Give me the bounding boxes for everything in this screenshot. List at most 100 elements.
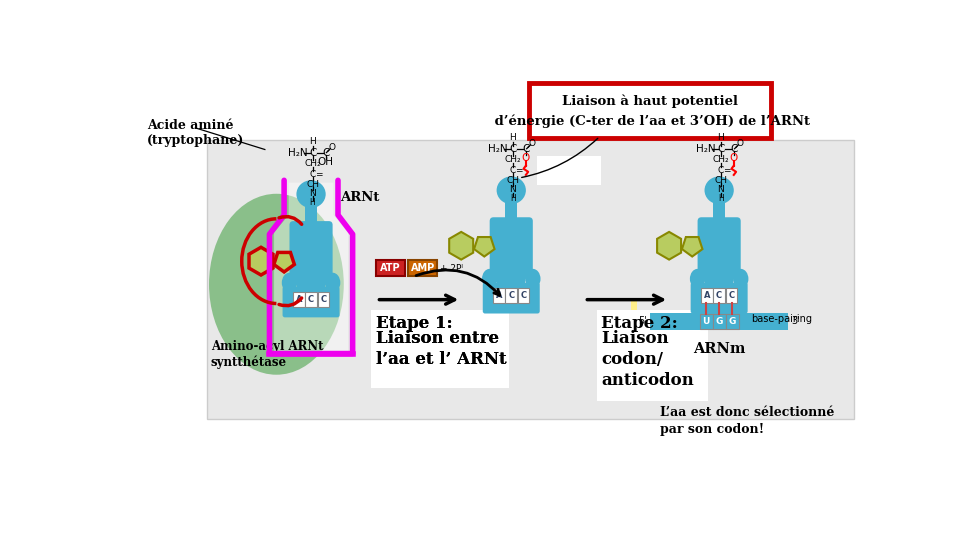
Text: =: = xyxy=(315,170,323,179)
FancyBboxPatch shape xyxy=(517,288,529,303)
Text: A: A xyxy=(296,295,302,304)
FancyBboxPatch shape xyxy=(293,292,304,307)
Text: C: C xyxy=(508,291,515,300)
FancyBboxPatch shape xyxy=(318,292,329,307)
Text: C: C xyxy=(309,170,316,179)
Text: N: N xyxy=(510,185,516,194)
Text: H: H xyxy=(309,137,316,146)
Polygon shape xyxy=(298,275,324,292)
FancyBboxPatch shape xyxy=(408,260,438,276)
Text: G: G xyxy=(715,316,723,326)
Text: =: = xyxy=(723,166,731,175)
Text: O: O xyxy=(529,139,536,148)
FancyBboxPatch shape xyxy=(493,288,505,303)
Polygon shape xyxy=(275,183,348,351)
Ellipse shape xyxy=(705,177,733,204)
Polygon shape xyxy=(449,232,473,260)
FancyBboxPatch shape xyxy=(690,283,748,314)
FancyBboxPatch shape xyxy=(726,288,737,303)
Polygon shape xyxy=(497,271,525,288)
Polygon shape xyxy=(657,232,681,260)
Ellipse shape xyxy=(209,194,344,375)
Polygon shape xyxy=(305,202,317,225)
Polygon shape xyxy=(274,252,295,272)
Text: C: C xyxy=(522,144,530,154)
FancyBboxPatch shape xyxy=(712,314,726,328)
FancyBboxPatch shape xyxy=(631,300,636,361)
FancyBboxPatch shape xyxy=(490,217,533,279)
Text: N: N xyxy=(717,185,724,194)
Text: C: C xyxy=(510,166,516,175)
Text: + 2Pᴵ: + 2Pᴵ xyxy=(441,264,464,273)
Text: L’aa est donc sélectionné
par son codon!: L’aa est donc sélectionné par son codon! xyxy=(660,406,834,436)
FancyBboxPatch shape xyxy=(726,314,739,328)
Text: Liaison entre
l’aa et l’ ARNt: Liaison entre l’aa et l’ ARNt xyxy=(376,330,507,368)
Text: Acide aminé
(tryptophane): Acide aminé (tryptophane) xyxy=(147,119,245,147)
Ellipse shape xyxy=(282,273,298,293)
Ellipse shape xyxy=(496,177,526,204)
Polygon shape xyxy=(505,198,517,221)
Polygon shape xyxy=(713,198,726,221)
Text: C: C xyxy=(322,147,329,158)
Text: =: = xyxy=(516,166,522,175)
FancyBboxPatch shape xyxy=(372,309,509,388)
Text: Liaison
codon/
anticodon: Liaison codon/ anticodon xyxy=(601,330,694,389)
FancyBboxPatch shape xyxy=(538,157,601,185)
Text: Liaison à haut potentiel
 d’énergie (C-ter de l’aa et 3’OH) de l’ARNt: Liaison à haut potentiel d’énergie (C-te… xyxy=(490,94,810,127)
Text: U: U xyxy=(703,316,709,326)
Text: H: H xyxy=(718,194,724,203)
FancyBboxPatch shape xyxy=(506,288,517,303)
Text: CH₂: CH₂ xyxy=(304,159,321,168)
Text: ARNm: ARNm xyxy=(693,342,745,356)
FancyBboxPatch shape xyxy=(597,309,708,401)
Text: CH₂: CH₂ xyxy=(712,155,729,164)
Text: A: A xyxy=(704,291,710,300)
FancyBboxPatch shape xyxy=(698,217,741,279)
Text: OH: OH xyxy=(318,157,334,167)
Text: C: C xyxy=(716,291,722,300)
Ellipse shape xyxy=(690,269,706,289)
Polygon shape xyxy=(706,271,733,288)
Text: N: N xyxy=(309,189,316,198)
FancyBboxPatch shape xyxy=(305,292,317,307)
Text: ATP: ATP xyxy=(380,263,400,273)
Ellipse shape xyxy=(525,269,540,289)
Text: CH: CH xyxy=(506,176,519,185)
Text: CH: CH xyxy=(714,176,727,185)
FancyBboxPatch shape xyxy=(375,260,405,276)
Text: 5': 5' xyxy=(638,316,647,326)
Text: C: C xyxy=(731,144,737,154)
Text: G: G xyxy=(729,316,736,326)
Ellipse shape xyxy=(482,269,497,289)
Text: H: H xyxy=(510,133,516,143)
Text: Liaison entre
l’aa et l’ ARNt: Liaison entre l’aa et l’ ARNt xyxy=(376,330,507,368)
Text: C: C xyxy=(729,291,734,300)
Ellipse shape xyxy=(324,273,340,293)
Text: ARNt: ARNt xyxy=(340,191,380,204)
Text: C: C xyxy=(520,291,527,300)
Text: base-pairing: base-pairing xyxy=(752,314,812,324)
Ellipse shape xyxy=(733,269,749,289)
Text: O: O xyxy=(521,153,530,163)
Text: H: H xyxy=(310,198,316,207)
Text: H₂N: H₂N xyxy=(288,147,308,158)
Text: C: C xyxy=(321,295,326,304)
FancyBboxPatch shape xyxy=(290,221,332,283)
Polygon shape xyxy=(474,237,494,256)
FancyBboxPatch shape xyxy=(700,314,712,328)
Text: C: C xyxy=(308,295,314,304)
Text: AMP: AMP xyxy=(411,263,435,273)
Polygon shape xyxy=(249,247,273,275)
FancyBboxPatch shape xyxy=(483,283,540,314)
Text: Etape 1:: Etape 1: xyxy=(376,315,453,332)
Text: Etape 2:: Etape 2: xyxy=(601,315,678,332)
Text: H₂N: H₂N xyxy=(696,144,716,154)
Text: C: C xyxy=(509,144,516,154)
Text: C: C xyxy=(309,147,316,158)
FancyBboxPatch shape xyxy=(701,288,712,303)
Text: C: C xyxy=(717,144,725,154)
Ellipse shape xyxy=(297,180,325,208)
Polygon shape xyxy=(650,313,788,330)
Text: H₂N: H₂N xyxy=(489,144,508,154)
Text: O: O xyxy=(730,153,738,163)
